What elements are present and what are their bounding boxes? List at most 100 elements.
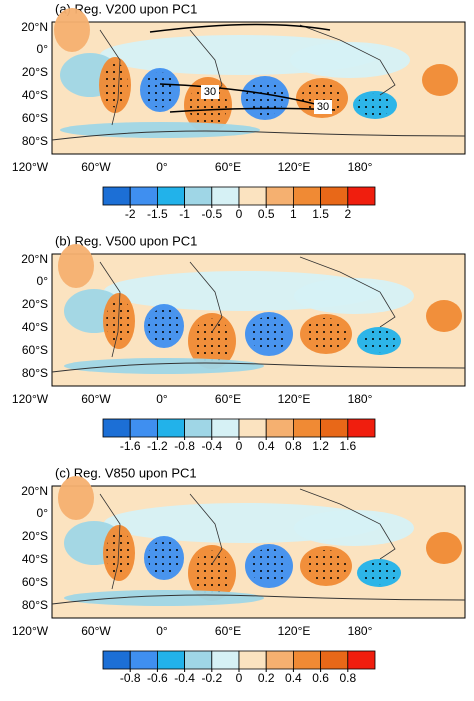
significance-dots	[192, 318, 232, 364]
colorbar-tick-label: -1.6	[120, 439, 141, 453]
colorbar-swatch	[320, 418, 349, 438]
lat-label: 0°	[37, 506, 49, 520]
colorbar-tick-label: 1.6	[339, 439, 356, 453]
colorbar-tick-label: 1.5	[312, 207, 329, 221]
significance-dots	[249, 548, 289, 584]
lon-label: 0°	[156, 624, 168, 638]
lon-label: 60°W	[81, 624, 111, 638]
lat-label: 80°S	[22, 134, 48, 148]
significance-dots	[245, 80, 285, 116]
lon-label: 60°W	[81, 392, 111, 406]
colorbar-swatch	[211, 186, 240, 206]
coastline	[99, 256, 396, 358]
coastline	[51, 594, 466, 605]
colorbar-tick-label: 0.8	[339, 671, 356, 685]
panel-title: (a) Reg. V200 upon PC1	[55, 1, 197, 16]
colorbar-tick-label: 0.6	[312, 671, 329, 685]
colorbar-tick-label: -0.8	[174, 439, 195, 453]
colorbar-swatch	[184, 650, 213, 670]
colorbar-swatch	[129, 186, 158, 206]
colorbar-tick-label: -0.4	[201, 439, 222, 453]
lon-label: 120°W	[12, 160, 49, 174]
lat-label: 0°	[37, 42, 49, 56]
map	[51, 244, 466, 387]
colorbar-swatch	[238, 186, 267, 206]
anomaly-region	[426, 300, 462, 332]
lon-label: 0°	[156, 392, 168, 406]
lat-label: 60°S	[22, 111, 48, 125]
lat-label: 40°S	[22, 552, 48, 566]
contour-label: 30	[317, 101, 329, 113]
colorbar-tick-label: 0	[236, 207, 243, 221]
lon-label: 180°	[348, 160, 373, 174]
lat-label: 80°S	[22, 598, 48, 612]
colorbar-swatch	[211, 418, 240, 438]
significance-dots	[144, 72, 176, 108]
colorbar-tick-label: -1.2	[147, 439, 168, 453]
colorbar-tick-label: 2	[344, 207, 351, 221]
colorbar-tick-label: -0.6	[147, 671, 168, 685]
lat-label: 20°S	[22, 529, 48, 543]
anomaly-region	[426, 532, 462, 564]
significance-dots	[106, 298, 132, 344]
colorbar-tick-label: 0.8	[285, 439, 302, 453]
colorbar-swatch	[265, 418, 294, 438]
colorbar-swatch	[129, 650, 158, 670]
colorbar-tick-label: -0.4	[174, 671, 195, 685]
colorbar-tick-label: 0.4	[285, 671, 302, 685]
significance-dots	[148, 540, 180, 576]
panel-title: (b) Reg. V500 upon PC1	[55, 233, 197, 248]
significance-dots	[361, 561, 397, 585]
coastline	[51, 362, 466, 373]
lon-label: 120°W	[12, 392, 49, 406]
colorbar-tick-label: 0.5	[258, 207, 275, 221]
colorbar-tick-label: 0.2	[258, 671, 275, 685]
lon-label: 120°E	[278, 624, 311, 638]
colorbar-tick-label: -1.5	[147, 207, 168, 221]
contour-line	[159, 83, 331, 109]
significance-dots	[301, 82, 343, 114]
anomaly-region	[290, 42, 410, 78]
lat-label: 40°S	[22, 88, 48, 102]
lat-label: 20°N	[21, 252, 48, 266]
significance-dots	[305, 550, 347, 582]
colorbar-swatch	[238, 650, 267, 670]
colorbar-swatch	[102, 418, 131, 438]
lat-label: 20°N	[21, 484, 48, 498]
anomaly-region	[422, 64, 458, 96]
anomaly-region	[58, 476, 94, 520]
lat-label: 20°S	[22, 297, 48, 311]
coastline	[99, 488, 396, 590]
colorbar-swatch	[102, 650, 131, 670]
colorbar-swatch	[292, 186, 321, 206]
lon-label: 60°E	[215, 160, 241, 174]
anomaly-region	[64, 358, 264, 374]
lat-label: 60°S	[22, 575, 48, 589]
contour-label: 30	[204, 86, 216, 98]
anomaly-region	[54, 8, 90, 52]
significance-dots	[357, 93, 393, 117]
significance-dots	[305, 318, 347, 350]
colorbar-tick-label: 1	[290, 207, 297, 221]
colorbar-swatch	[347, 650, 376, 670]
significance-dots	[106, 530, 132, 576]
lon-label: 120°W	[12, 624, 49, 638]
significance-dots	[102, 62, 128, 108]
lon-label: 60°W	[81, 160, 111, 174]
coastline	[51, 130, 466, 141]
colorbar-swatch	[156, 650, 185, 670]
colorbar-swatch	[320, 650, 349, 670]
map: 30 30	[51, 8, 466, 155]
colorbar-swatch	[265, 186, 294, 206]
anomaly-region	[64, 590, 264, 606]
anomaly-region	[294, 278, 414, 314]
panel: (a) Reg. V200 upon PC1 30 30 20°N 0° 20°S 40°S…	[12, 1, 466, 221]
lon-label: 180°	[348, 624, 373, 638]
colorbar-tick-label: 0	[236, 439, 243, 453]
significance-dots	[249, 316, 289, 352]
colorbar-tick-label: -1	[179, 207, 190, 221]
map	[51, 476, 466, 619]
contour-label-bg	[201, 85, 219, 99]
colorbar-swatch	[211, 650, 240, 670]
contour-label-bg	[314, 100, 332, 114]
